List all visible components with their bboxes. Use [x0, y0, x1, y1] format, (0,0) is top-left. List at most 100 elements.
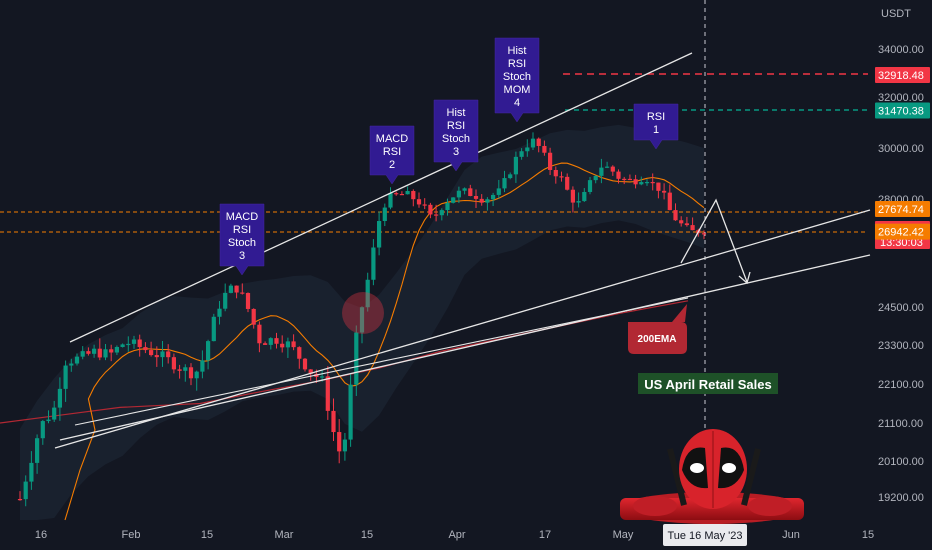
candle-body[interactable] — [542, 145, 547, 153]
candle-body[interactable] — [382, 207, 387, 222]
candle-body[interactable] — [46, 419, 51, 422]
candle-body[interactable] — [160, 351, 165, 358]
candle-body[interactable] — [559, 176, 564, 178]
candle-body[interactable] — [428, 204, 433, 215]
candle-body[interactable] — [473, 196, 479, 199]
candle-body[interactable] — [422, 204, 427, 206]
candle-body[interactable] — [103, 349, 108, 358]
candle-body[interactable] — [206, 341, 211, 361]
candle-body[interactable] — [399, 194, 404, 196]
candle-body[interactable] — [337, 432, 342, 452]
candle-body[interactable] — [667, 192, 672, 211]
candle-body[interactable] — [166, 351, 171, 358]
candle-body[interactable] — [639, 182, 644, 185]
candle-body[interactable] — [371, 247, 376, 280]
candle-body[interactable] — [302, 358, 308, 370]
candle-body[interactable] — [35, 438, 40, 463]
candle-body[interactable] — [593, 175, 598, 181]
candle-body[interactable] — [525, 147, 530, 152]
support-line[interactable] — [59, 254, 871, 441]
candle-body[interactable] — [80, 351, 85, 357]
candle-body[interactable] — [553, 169, 558, 177]
candle-body[interactable] — [200, 360, 205, 372]
candle-body[interactable] — [502, 178, 507, 189]
candle-body[interactable] — [297, 347, 302, 359]
candle-body[interactable] — [52, 407, 57, 420]
candle-body[interactable] — [530, 138, 536, 148]
candle-body[interactable] — [690, 225, 695, 231]
candle-body[interactable] — [570, 189, 575, 203]
candle-body[interactable] — [331, 410, 336, 433]
candle-body[interactable] — [576, 201, 581, 203]
candle-body[interactable] — [462, 188, 467, 191]
candle-body[interactable] — [416, 199, 422, 205]
candle-body[interactable] — [29, 462, 34, 482]
candle-body[interactable] — [17, 499, 23, 501]
candle-body[interactable] — [320, 376, 325, 378]
event-label-box[interactable] — [638, 373, 778, 394]
candle-body[interactable] — [679, 220, 684, 224]
candle-body[interactable] — [359, 307, 365, 333]
candle-body[interactable] — [217, 308, 222, 317]
candle-body[interactable] — [354, 332, 359, 385]
wedge-line[interactable] — [74, 297, 689, 426]
candle-body[interactable] — [633, 179, 638, 185]
candle-body[interactable] — [126, 343, 131, 346]
candle-body[interactable] — [496, 188, 501, 195]
candle-body[interactable] — [171, 357, 176, 370]
candle-body[interactable] — [285, 341, 290, 348]
candle-body[interactable] — [251, 308, 256, 325]
candle-body[interactable] — [257, 324, 262, 344]
candle-body[interactable] — [263, 343, 268, 345]
candle-body[interactable] — [673, 210, 678, 221]
candle-body[interactable] — [143, 347, 148, 351]
candle-body[interactable] — [154, 355, 159, 358]
candle-body[interactable] — [388, 193, 393, 208]
candle-body[interactable] — [513, 156, 518, 175]
candle-body[interactable] — [456, 190, 461, 198]
candle-body[interactable] — [411, 191, 416, 200]
candle-body[interactable] — [451, 197, 456, 203]
candle-body[interactable] — [479, 198, 484, 203]
candle-body[interactable] — [342, 439, 347, 452]
ema-label[interactable]: 200EMA — [628, 304, 687, 354]
candle-body[interactable] — [582, 191, 587, 202]
candle-body[interactable] — [92, 348, 97, 354]
channel-upper-line[interactable] — [69, 52, 693, 343]
candle-body[interactable] — [240, 292, 245, 294]
candle-body[interactable] — [627, 178, 632, 181]
candle-body[interactable] — [194, 371, 199, 379]
candle-body[interactable] — [149, 350, 154, 356]
candle-body[interactable] — [97, 348, 102, 358]
candle-body[interactable] — [183, 367, 188, 371]
candle-body[interactable] — [120, 344, 125, 347]
candle-body[interactable] — [548, 152, 553, 170]
candle-body[interactable] — [63, 365, 68, 389]
candle-body[interactable] — [377, 221, 382, 248]
candle-body[interactable] — [644, 182, 650, 184]
candle-body[interactable] — [23, 481, 28, 500]
candle-body[interactable] — [268, 338, 273, 345]
candle-body[interactable] — [565, 176, 570, 190]
candle-body[interactable] — [365, 279, 370, 308]
candle-body[interactable] — [137, 339, 142, 348]
candle-body[interactable] — [439, 210, 444, 216]
candle-body[interactable] — [650, 182, 655, 184]
candle-body[interactable] — [701, 233, 707, 235]
candle-body[interactable] — [536, 138, 541, 146]
candle-body[interactable] — [228, 285, 233, 293]
candle-body[interactable] — [291, 341, 296, 348]
candle-body[interactable] — [491, 194, 496, 200]
candle-body[interactable] — [109, 349, 114, 353]
candle-body[interactable] — [605, 166, 610, 168]
candle-body[interactable] — [405, 191, 410, 195]
candle-body[interactable] — [622, 178, 627, 181]
candle-body[interactable] — [599, 167, 604, 176]
candle-body[interactable] — [234, 285, 239, 293]
candle-body[interactable] — [519, 151, 524, 157]
